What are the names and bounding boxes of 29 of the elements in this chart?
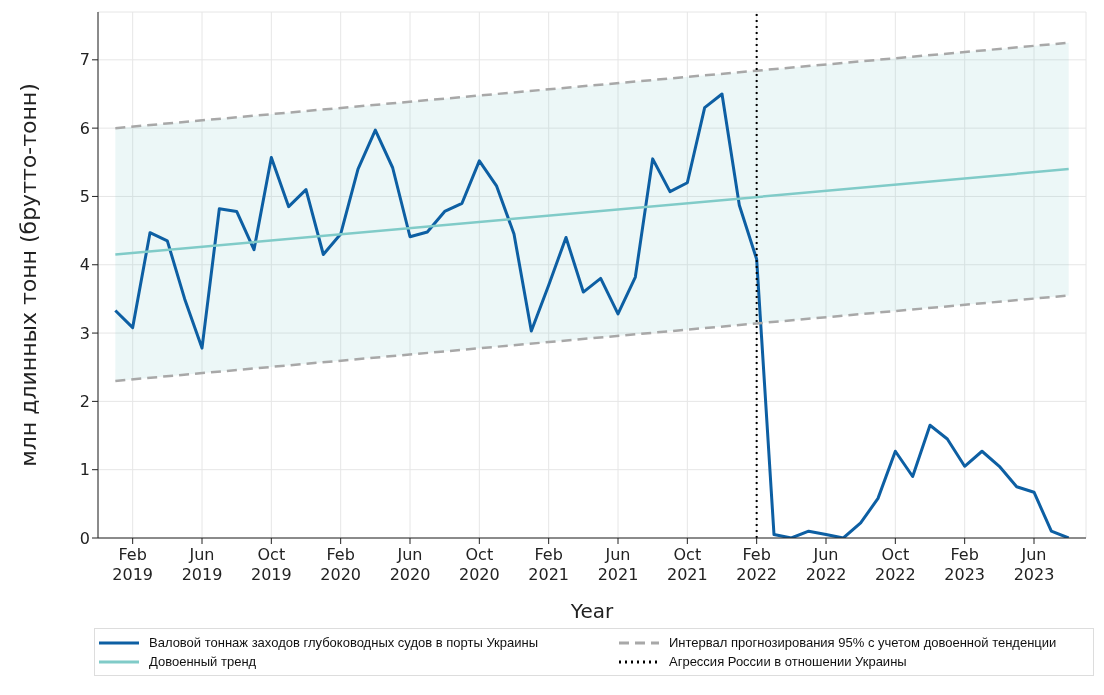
x-tick-label: Oct 2022 (874, 545, 916, 584)
x-tick-label: Jun 2019 (181, 545, 223, 584)
x-tick-label: Jun 2020 (389, 545, 431, 584)
y-tick-label: 7 (79, 50, 90, 70)
x-tick-label: Feb 2021 (528, 545, 570, 584)
y-tick-label: 1 (79, 460, 90, 480)
x-tick-label: Feb 2023 (944, 545, 986, 584)
legend-label: Довоенный тренд (149, 654, 257, 669)
legend-label: Валовой тоннаж заходов глубоководных судов в порты Украины (149, 635, 538, 650)
y-axis-title: млн длинных тонн (брутто-тонн) (15, 83, 41, 467)
y-tick-label: 0 (79, 528, 90, 548)
y-tick-label: 2 (79, 392, 90, 412)
y-tick-label: 6 (79, 118, 90, 138)
y-tick-label: 5 (79, 187, 90, 207)
x-tick-label: Jun 2021 (597, 545, 639, 584)
x-tick-label: Feb 2022 (736, 545, 778, 584)
x-tick-label: Jun 2023 (1013, 545, 1055, 584)
line-series (113, 92, 1071, 538)
x-axis-title: Year (569, 599, 614, 623)
y-tick-label: 4 (79, 255, 90, 275)
y-tick-label: 3 (79, 323, 90, 343)
x-tick-label: Oct 2020 (458, 545, 500, 584)
x-tick-label: Jun 2022 (805, 545, 847, 584)
legend-label: Интервал прогнозирования 95% с учетом довоенной тенденции (669, 635, 1057, 650)
x-tick-label: Feb 2019 (112, 545, 154, 584)
x-tick-label: Oct 2019 (250, 545, 292, 584)
x-tick-label: Oct 2021 (666, 545, 708, 584)
legend-label: Агрессия России в отношении Украины (669, 654, 907, 669)
x-tick-label: Feb 2020 (320, 545, 362, 584)
